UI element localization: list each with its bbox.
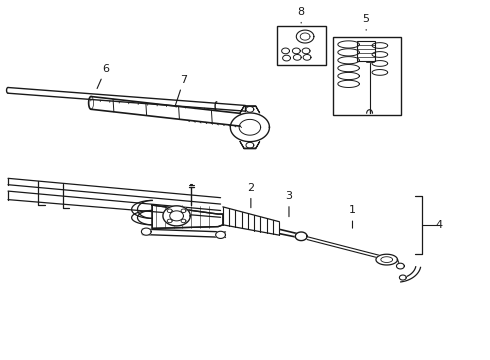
Polygon shape xyxy=(294,54,301,60)
Polygon shape xyxy=(293,48,300,54)
Polygon shape xyxy=(216,231,225,238)
Text: 3: 3 xyxy=(286,191,293,217)
Polygon shape xyxy=(142,228,151,235)
Bar xyxy=(333,37,401,116)
Polygon shape xyxy=(163,206,190,226)
Text: 4: 4 xyxy=(436,220,442,230)
Polygon shape xyxy=(302,48,310,54)
Polygon shape xyxy=(282,48,290,54)
Bar xyxy=(357,41,375,61)
Text: 6: 6 xyxy=(97,64,109,89)
Text: 8: 8 xyxy=(297,7,305,23)
Bar xyxy=(277,26,326,65)
Polygon shape xyxy=(283,55,291,61)
Text: 7: 7 xyxy=(175,75,188,106)
Polygon shape xyxy=(152,205,223,228)
Text: 1: 1 xyxy=(349,206,356,228)
Polygon shape xyxy=(303,54,311,60)
Text: 2: 2 xyxy=(247,183,254,208)
Polygon shape xyxy=(376,254,397,265)
Polygon shape xyxy=(399,275,406,280)
Polygon shape xyxy=(396,263,404,269)
Text: 5: 5 xyxy=(363,14,369,30)
Polygon shape xyxy=(295,232,307,240)
